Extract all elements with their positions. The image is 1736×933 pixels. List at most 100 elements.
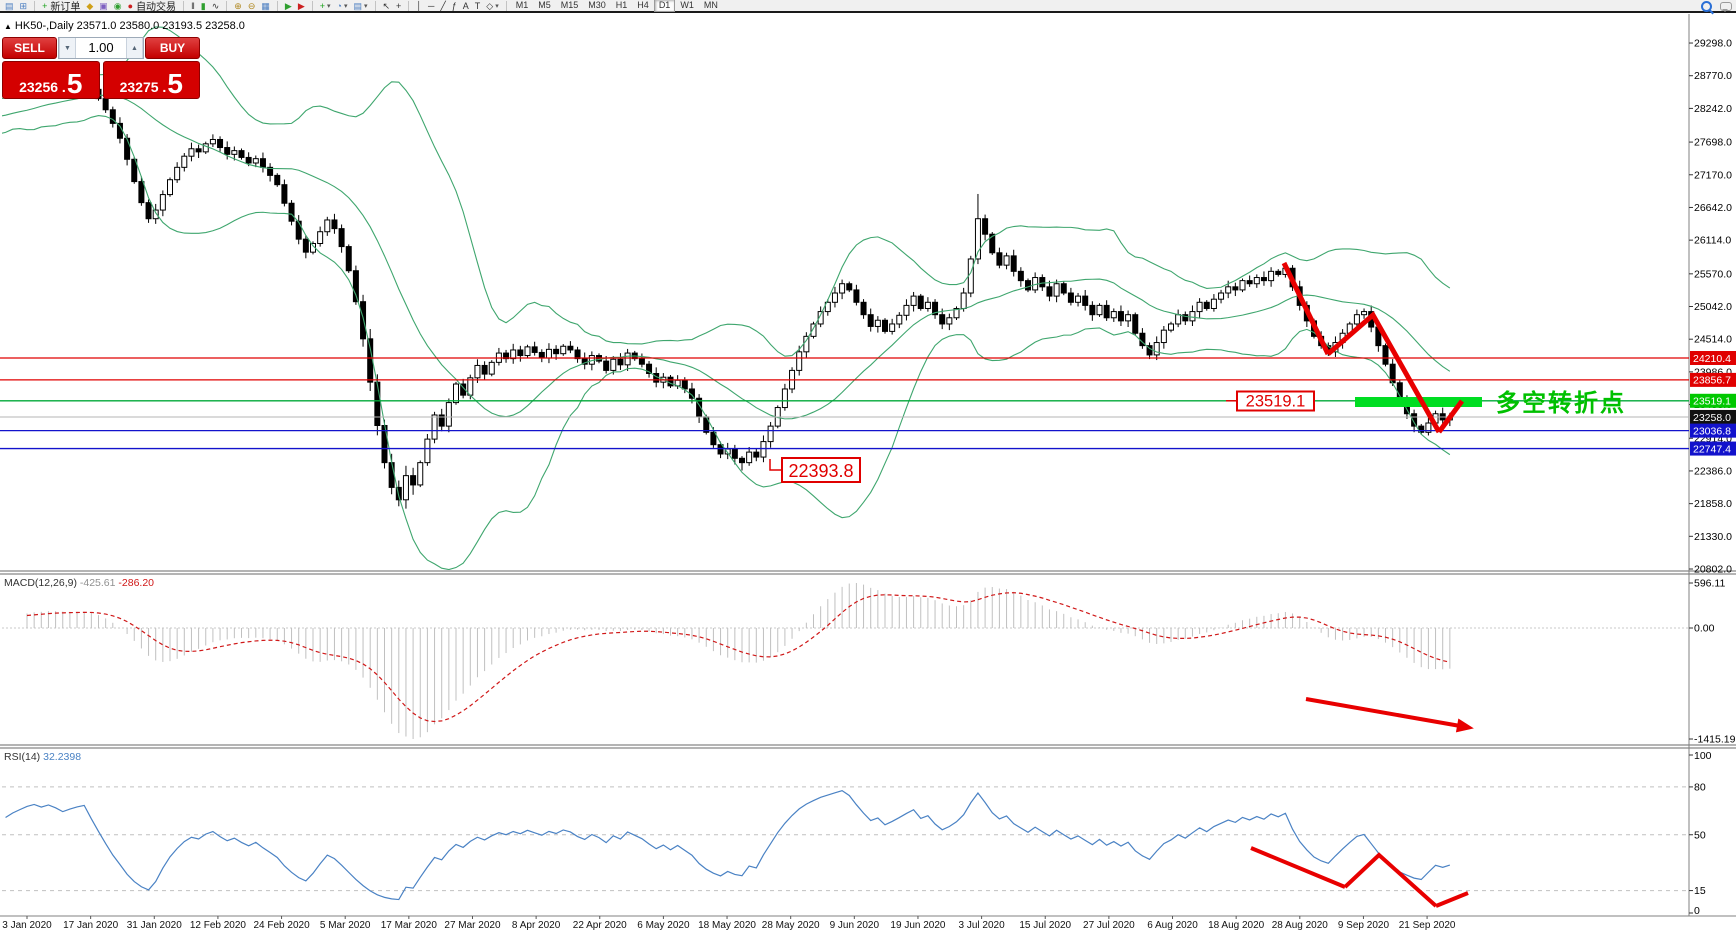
rsi-trend-arrow[interactable] <box>1250 846 1346 889</box>
bar-chart-icon[interactable]: ‖ <box>188 0 198 12</box>
main-toolbar: ▤ ⊞ + 新订单 ◆ ▣ ◉ ● 自动交易 ‖ ▮ ∿ ⊕ ⊖ ▦ ▶ ▶ + ▾ ◔ ▾ ▤ ▾ ↖ + │ ─ ╱ ƒ A T ◇ ▾ M1… <box>0 0 1736 13</box>
date-tick-label: 24 Feb 2020 <box>253 920 310 931</box>
market-watch-icon[interactable]: ⊞ <box>17 0 31 12</box>
line-chart-icon[interactable]: ∿ <box>209 0 223 12</box>
support-price-callout-text: 23519.1 <box>1246 393 1306 411</box>
shapes-dropdown[interactable]: ◇ ▾ <box>483 0 501 12</box>
volume-input[interactable]: 1.00 <box>88 40 114 55</box>
zoom-out-icon[interactable]: ⊖ <box>245 0 259 12</box>
shapes-dropdown-caret[interactable]: ▾ <box>495 2 499 10</box>
candlestick-chart-icon[interactable]: ▮ <box>198 0 209 12</box>
price-tick-label: 21330.0 <box>1694 531 1732 543</box>
date-axis: 3 Jan 2020 17 Jan 2020 31 Jan 2020 12 Feb 2… <box>2 916 1456 931</box>
volume-increase-icon[interactable]: ▲ <box>126 38 143 58</box>
timeframe-h4-button[interactable]: H4 <box>637 0 649 10</box>
history-center-icon: ◆ <box>86 0 94 11</box>
date-tick-label: 6 May 2020 <box>637 920 690 931</box>
indicators-dropdown[interactable]: ▤ ▾ <box>350 0 370 12</box>
date-tick-label: 12 Feb 2020 <box>190 920 247 931</box>
volume-decrease-icon[interactable]: ▼ <box>59 38 76 58</box>
chart-symbol-line: ▲ HK50-,Daily 23571.0 23580.0 23193.5 232… <box>4 20 245 32</box>
timeframe-w1-button[interactable]: W1 <box>680 0 694 10</box>
rsi-axis-tick: 0 <box>1694 905 1700 917</box>
timeframe-m1-button[interactable]: M1 <box>515 0 529 10</box>
price-trend-arrow[interactable] <box>1326 311 1442 434</box>
price-tick-label: 25042.0 <box>1694 301 1732 313</box>
buy-price-display[interactable]: 23275 .5 <box>102 61 200 99</box>
date-tick-label: 9 Sep 2020 <box>1338 920 1390 931</box>
timeframe-m5-button[interactable]: M5 <box>538 0 551 10</box>
new-order-button[interactable]: + 新订单 <box>39 0 83 14</box>
tile-windows-icon: ▦ <box>261 0 270 11</box>
date-tick-label: 9 Jun 2020 <box>830 920 880 931</box>
date-tick-label: 15 Jul 2020 <box>1019 920 1071 931</box>
symbol-ohlc-text: HK50-,Daily 23571.0 23580.0 23193.5 2325… <box>14 20 245 32</box>
timeframe-m30-button[interactable]: M30 <box>588 0 606 10</box>
timeframe-d1-button[interactable]: D1 <box>653 0 676 12</box>
date-tick-label: 27 Mar 2020 <box>444 920 501 931</box>
sell-price-display[interactable]: 23256 .5 <box>2 61 100 99</box>
macd-axis-tick: 0.00 <box>1694 623 1715 635</box>
price-line-axis-value: 23519.1 <box>1693 396 1731 408</box>
price-trend-arrow[interactable] <box>1281 261 1331 356</box>
new-chart-dropdown[interactable]: + ▾ <box>317 0 334 12</box>
market-watch-icon: ⊞ <box>19 0 28 11</box>
crosshair-icon[interactable]: + <box>393 0 404 12</box>
rsi-trend-arrow[interactable] <box>1343 852 1438 908</box>
annotations[interactable]: 多空转折点 23519.1 22393.8 <box>769 261 1626 908</box>
zoom-in-icon: ⊕ <box>234 0 242 11</box>
indicators-dropdown-caret[interactable]: ▾ <box>363 2 368 10</box>
signals-icon[interactable]: ◉ <box>111 0 125 12</box>
macd-axis-tick: 596.11 <box>1694 578 1725 590</box>
vertical-line-icon[interactable]: │ <box>413 0 425 12</box>
low-price-callout-text: 22393.8 <box>788 461 853 481</box>
support-price-callout-box[interactable] <box>1236 390 1315 412</box>
horizontal-line-icon: ─ <box>427 0 435 11</box>
sell-button[interactable]: SELL <box>2 37 57 59</box>
oneclick-collapse-icon[interactable]: ▲ <box>4 22 12 31</box>
cursor-icon[interactable]: ↖ <box>380 0 394 12</box>
period-dropdown-caret[interactable]: ▾ <box>343 2 348 10</box>
timeframe-mn-button[interactable]: MN <box>703 0 718 10</box>
rsi-trend-arrow[interactable] <box>1435 891 1469 908</box>
text-icon[interactable]: A <box>460 0 472 12</box>
rsi-pane <box>2 786 1689 901</box>
date-tick-label: 31 Jan 2020 <box>127 920 182 931</box>
turning-point-zone-bar[interactable] <box>1355 397 1482 407</box>
chart-shift-icon[interactable]: ▶ <box>295 0 308 12</box>
chat-icon[interactable] <box>1720 2 1732 12</box>
period-dropdown: ◔ <box>336 0 342 11</box>
fibonacci-icon[interactable]: ƒ <box>449 0 460 12</box>
autotrade-button[interactable]: ● 自动交易 <box>125 0 179 14</box>
trendline-icon: ╱ <box>440 0 446 11</box>
timeframe-h1-button[interactable]: H1 <box>615 0 628 10</box>
volume-stepper[interactable]: ▼ 1.00 ▲ <box>58 37 144 59</box>
low-price-callout-box[interactable] <box>781 457 861 483</box>
buy-button[interactable]: BUY <box>145 37 200 59</box>
macd-trend-arrow[interactable] <box>1305 697 1474 733</box>
horizontal-line-icon[interactable]: ─ <box>425 0 437 12</box>
price-tick-label: 28770.0 <box>1694 70 1732 82</box>
price-line-axis-value: 23036.8 <box>1693 425 1731 437</box>
charts-window-icon[interactable]: ▤ <box>2 0 17 12</box>
price-line-axis-value: 23856.7 <box>1693 375 1731 387</box>
auto-scroll-icon[interactable]: ▶ <box>282 0 295 12</box>
new-chart-dropdown-caret[interactable]: ▾ <box>327 2 331 10</box>
date-tick-label: 6 Aug 2020 <box>1147 920 1198 931</box>
zoom-in-icon[interactable]: ⊕ <box>231 0 245 12</box>
tile-windows-icon[interactable]: ▦ <box>258 0 273 12</box>
date-tick-label: 5 Mar 2020 <box>320 920 371 931</box>
trendline-icon[interactable]: ╱ <box>437 0 448 12</box>
timeframe-m15-button[interactable]: M15 <box>560 0 579 10</box>
turning-point-note[interactable]: 多空转折点 <box>1496 389 1626 417</box>
price-trend-arrow[interactable] <box>1436 399 1465 434</box>
history-center-icon[interactable]: ◆ <box>83 0 96 12</box>
period-dropdown[interactable]: ◔ ▾ <box>334 0 351 12</box>
rsi-line <box>5 790 1451 901</box>
text-label-icon[interactable]: T <box>472 0 484 12</box>
date-tick-label: 17 Mar 2020 <box>381 920 438 931</box>
search-icon[interactable] <box>1701 1 1712 12</box>
price-line-axis-value: 24210.4 <box>1693 353 1731 365</box>
market-apps-icon[interactable]: ▣ <box>96 0 111 12</box>
